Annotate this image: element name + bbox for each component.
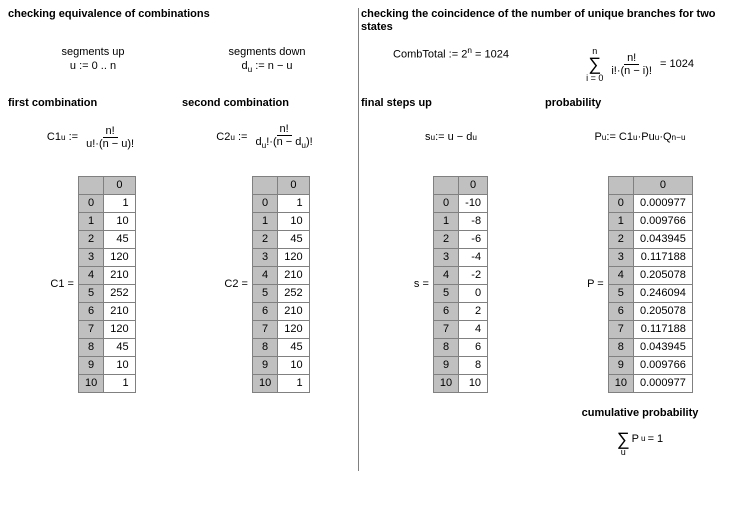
segments-up-formula: u := 0 .. n bbox=[8, 60, 178, 72]
table-row: 4-2 bbox=[433, 266, 487, 284]
table-row: 01 bbox=[78, 194, 135, 212]
table-row: 100.000977 bbox=[608, 374, 692, 392]
table-row: 00.000977 bbox=[608, 194, 692, 212]
table-row: 50 bbox=[433, 284, 487, 302]
c1-table-label: C1 = bbox=[50, 278, 74, 290]
segments-down-label: segments down bbox=[182, 46, 352, 58]
c1-formula: C1u := n! u!·(n − u)! bbox=[8, 115, 178, 160]
c2-table-label: C2 = bbox=[224, 278, 248, 290]
table-row: 86 bbox=[433, 338, 487, 356]
combtotal: CombTotal := 2n = 1024 bbox=[361, 46, 541, 61]
table-row: 10.009766 bbox=[608, 212, 692, 230]
table-row: 40.205078 bbox=[608, 266, 692, 284]
table-row: 3-4 bbox=[433, 248, 487, 266]
table-row: 7120 bbox=[78, 320, 135, 338]
table-row: 1010 bbox=[433, 374, 487, 392]
table-row: 110 bbox=[78, 212, 135, 230]
table-row: 80.043945 bbox=[608, 338, 692, 356]
table-row: 6210 bbox=[78, 302, 135, 320]
table-row: 910 bbox=[252, 356, 309, 374]
table-row: 3120 bbox=[252, 248, 309, 266]
segments-down-formula: du := n − u bbox=[182, 60, 352, 74]
heading-right: checking the coincidence of the number o… bbox=[361, 8, 730, 34]
table-row: 845 bbox=[252, 338, 309, 356]
p-formula: Pu := C1u·Puu·Qn−u bbox=[545, 115, 730, 160]
sum-formula: n ∑ i = 0 n! i!·(n − i)! = 1024 bbox=[545, 46, 730, 82]
table-row: 98 bbox=[433, 356, 487, 374]
divider bbox=[358, 8, 359, 471]
table-row: 2-6 bbox=[433, 230, 487, 248]
probability-label: probability bbox=[545, 97, 730, 109]
table-row: 5252 bbox=[252, 284, 309, 302]
c1-table: 00111024531204210525262107120845910101 bbox=[78, 176, 136, 393]
table-row: 6210 bbox=[252, 302, 309, 320]
table-row: 101 bbox=[78, 374, 135, 392]
table-row: 910 bbox=[78, 356, 135, 374]
table-row: 245 bbox=[252, 230, 309, 248]
s-table-label: s = bbox=[414, 278, 429, 290]
c2-table: 00111024531204210525262107120845910101 bbox=[252, 176, 310, 393]
first-combination-label: first combination bbox=[8, 97, 178, 109]
table-row: 1-8 bbox=[433, 212, 487, 230]
p-table-label: P = bbox=[587, 278, 604, 290]
s-table: 00-101-82-63-44-250627486981010 bbox=[433, 176, 488, 393]
p-table: 000.00097710.00976620.04394530.11718840.… bbox=[608, 176, 693, 393]
table-row: 845 bbox=[78, 338, 135, 356]
table-row: 101 bbox=[252, 374, 309, 392]
table-row: 0-10 bbox=[433, 194, 487, 212]
table-row: 50.246094 bbox=[608, 284, 692, 302]
heading-left: checking equivalence of combinations bbox=[8, 8, 352, 34]
table-row: 74 bbox=[433, 320, 487, 338]
cumulative-formula: ∑ u Pu = 1 bbox=[545, 421, 730, 457]
table-row: 7120 bbox=[252, 320, 309, 338]
table-row: 70.117188 bbox=[608, 320, 692, 338]
table-row: 5252 bbox=[78, 284, 135, 302]
cumulative-label: cumulative probability bbox=[545, 407, 730, 419]
segments-up-label: segments up bbox=[8, 46, 178, 58]
table-row: 90.009766 bbox=[608, 356, 692, 374]
c2-formula: C2u := n! du!·(n − du)! bbox=[182, 115, 352, 160]
table-row: 110 bbox=[252, 212, 309, 230]
table-row: 62 bbox=[433, 302, 487, 320]
table-row: 20.043945 bbox=[608, 230, 692, 248]
table-row: 30.117188 bbox=[608, 248, 692, 266]
table-row: 4210 bbox=[252, 266, 309, 284]
second-combination-label: second combination bbox=[182, 97, 352, 109]
table-row: 4210 bbox=[78, 266, 135, 284]
table-row: 3120 bbox=[78, 248, 135, 266]
s-formula: su := u − du bbox=[361, 115, 541, 160]
table-row: 60.205078 bbox=[608, 302, 692, 320]
table-row: 01 bbox=[252, 194, 309, 212]
final-steps-label: final steps up bbox=[361, 97, 541, 109]
table-row: 245 bbox=[78, 230, 135, 248]
